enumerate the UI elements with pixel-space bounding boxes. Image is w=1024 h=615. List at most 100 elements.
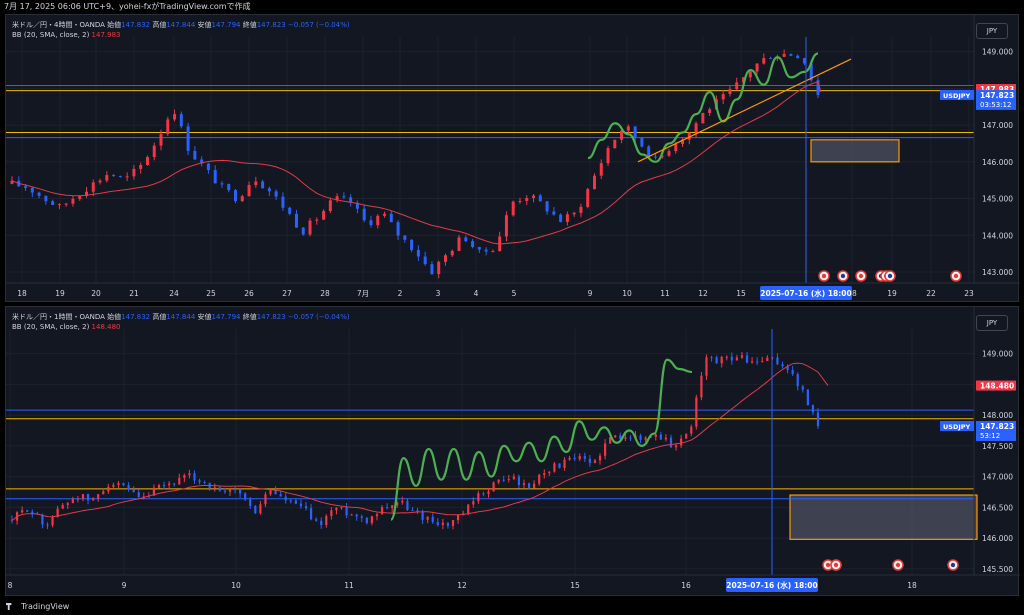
candle-body [122, 483, 125, 486]
ohlc-legend-1h: 米ドル／円・1時間・OANDA 始値147.832 高値147.844 安値14… [12, 312, 350, 322]
candle-body [362, 208, 366, 221]
time-tick-label: 18 [907, 581, 917, 590]
price-tick-label: 149.000 [982, 48, 1013, 57]
bb-price-value: 147.983 [980, 85, 1014, 94]
candle-body [700, 375, 703, 398]
price-tick-label: 146.500 [982, 503, 1013, 512]
candle-body [579, 206, 583, 213]
candle-body [816, 412, 820, 427]
chart-canvas-4h[interactable]: 149.000148.000147.000146.000145.000144.0… [6, 15, 1020, 303]
candle-body [782, 53, 786, 57]
candle-body [416, 249, 420, 257]
candle-body [132, 168, 136, 177]
chart-canvas-1h[interactable]: 149.000148.500148.000147.500147.000146.5… [6, 307, 1020, 597]
economic-event-icon[interactable] [855, 270, 867, 282]
economic-event-icon[interactable] [830, 559, 842, 571]
candle-body [10, 180, 14, 184]
economic-event-icon[interactable] [892, 559, 904, 571]
candle-body [322, 211, 326, 220]
candle-body [502, 479, 505, 481]
candle-body [309, 508, 313, 520]
candle-body [690, 426, 693, 434]
candle-body [443, 255, 447, 262]
indicator-value: 148.480 [91, 323, 121, 331]
time-tick-label: 10 [231, 581, 241, 590]
candle-body [183, 475, 186, 478]
candle-body [745, 355, 749, 363]
economic-event-icon[interactable] [818, 270, 830, 282]
candle-body [86, 494, 90, 501]
candle-body [112, 175, 116, 177]
candle-body [721, 94, 725, 100]
candle-body [423, 256, 427, 265]
candle-body [249, 499, 252, 507]
bb-legend-4h[interactable]: BB (20, SMA, close, 2) 147.983 [12, 31, 121, 39]
candle-body [593, 460, 597, 463]
candle-body [145, 156, 149, 166]
economic-event-icon[interactable] [884, 270, 896, 282]
candle-body [315, 219, 319, 221]
candle-body [71, 198, 75, 204]
candle-body [125, 176, 129, 178]
price-tick-label: 145.000 [982, 195, 1013, 204]
chart-panel-1h[interactable]: 149.000148.500148.000147.500147.000146.5… [5, 306, 1020, 597]
candle-body [102, 491, 105, 495]
symbol-description: 米ドル／円・1時間・OANDA [12, 313, 105, 321]
candle-body [467, 504, 470, 514]
candle-body [78, 196, 82, 199]
time-tick-label: 5 [512, 289, 517, 298]
currency-button[interactable]: JPY [976, 315, 1008, 331]
time-tick-label: 8 [8, 581, 13, 590]
economic-event-icon[interactable] [947, 559, 959, 571]
candle-body [178, 477, 181, 485]
time-tick-label: 23 [964, 289, 974, 298]
time-tick-label: 15 [570, 581, 580, 590]
candle-body [559, 214, 563, 222]
economic-event-icon[interactable] [837, 270, 849, 282]
candle-body [41, 514, 44, 525]
candle-body [410, 239, 414, 250]
candle-body [98, 180, 102, 183]
candle-body [46, 524, 49, 526]
crosshair-time-label: 2025-07-16 (水) 18:00 [760, 288, 851, 298]
candle-body [558, 463, 561, 468]
candle-body [796, 55, 800, 59]
currency-button[interactable]: JPY [976, 23, 1008, 39]
crosshair-time-tag [760, 286, 852, 300]
candle-body [715, 357, 718, 364]
candle-body [159, 134, 163, 146]
candle-body [695, 397, 698, 427]
chart-panel-4h[interactable]: 149.000148.000147.000146.000145.000144.0… [5, 14, 1020, 303]
candle-body [162, 485, 166, 487]
candle-body [565, 214, 569, 222]
candle-body [543, 473, 546, 475]
candle-body [403, 235, 407, 240]
candle-body [701, 113, 705, 124]
candle-body [606, 148, 610, 164]
candle-body [477, 246, 481, 250]
candle-body [639, 435, 642, 440]
candle-body [572, 212, 576, 215]
candle-body [669, 437, 673, 448]
time-tick-label: 11 [660, 289, 670, 298]
candle-body [624, 437, 627, 439]
bb-price-tag [976, 380, 1016, 391]
economic-event-icon[interactable] [950, 270, 962, 282]
candle-body [484, 249, 488, 252]
candle-body [609, 437, 612, 444]
candle-body [239, 489, 242, 494]
candle-body [532, 195, 536, 198]
candle-body [76, 498, 79, 500]
time-tick-label: 21 [129, 289, 139, 298]
candle-body [66, 503, 69, 505]
candle-body [441, 522, 444, 526]
candle-body [411, 510, 414, 512]
candle-body [796, 374, 799, 387]
candle-body [620, 130, 624, 140]
candle-body [142, 496, 145, 498]
bb-legend-1h[interactable]: BB (20, SMA, close, 2) 148.480 [12, 323, 121, 331]
time-tick-label: 7月 [357, 289, 369, 298]
candle-body [234, 190, 238, 202]
candle-body [370, 516, 374, 524]
time-tick-label: 9 [122, 581, 127, 590]
